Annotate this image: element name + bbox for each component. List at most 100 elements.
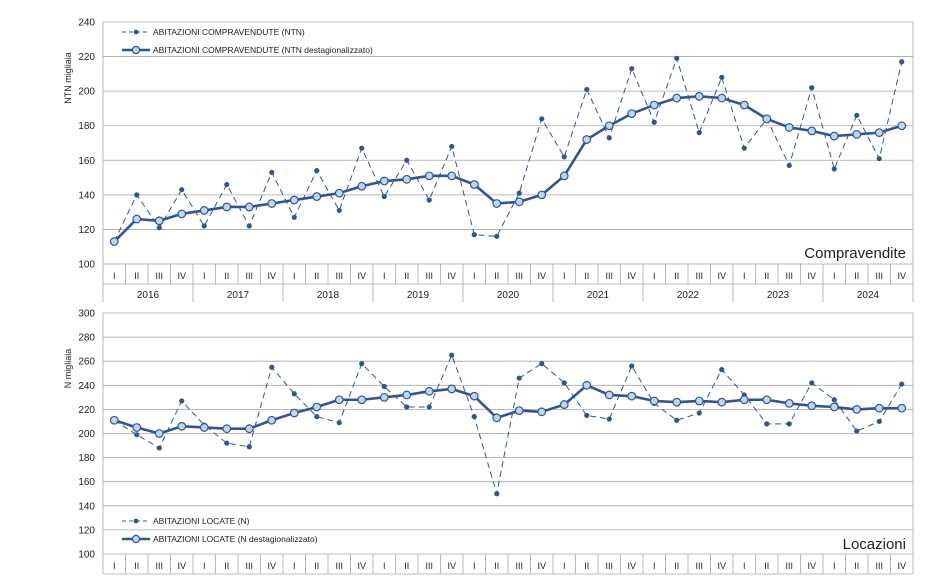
panel1-quarter-label: IV [447, 271, 456, 281]
panel2-adjusted-point [267, 415, 277, 425]
panel2-quarter-label: II [224, 561, 229, 571]
panel1-year-label: 2022 [677, 290, 700, 301]
panel1-year-label: 2016 [137, 290, 160, 301]
panel1-quarter-label: I [653, 271, 656, 281]
panel1-raw-point [269, 169, 275, 175]
panel1-quarter-label: III [425, 271, 433, 281]
panel2-quarter-label: IV [447, 561, 456, 571]
panel2-adjusted-point [289, 408, 299, 418]
panel2-quarter-label: III [515, 561, 523, 571]
panel2-quarter-label: I [833, 561, 836, 571]
panel2-adjusted-point [312, 402, 322, 412]
panel2-adjusted-point [402, 390, 412, 400]
panel1-adjusted-point [469, 180, 479, 189]
panel1-quarter-label: II [494, 271, 499, 281]
panel2-raw-point [696, 410, 702, 416]
panel2-raw-point [719, 367, 725, 373]
panel1-adjusted-point [829, 131, 839, 141]
panel1-raw-point [381, 193, 387, 200]
panel1-quarter-label: IV [717, 271, 726, 281]
panel1-raw-point [359, 145, 365, 151]
panel1-y-tick-label: 180 [78, 121, 95, 132]
panel1-raw-point [224, 181, 230, 188]
panel1-raw-point [156, 225, 162, 231]
panel1-adjusted-point [222, 202, 232, 212]
panel2-legend-label: ABITAZIONI LOCATE (N) [153, 516, 250, 526]
panel2-raw-point [561, 380, 567, 386]
panel1-quarter-label: II [134, 271, 139, 281]
panel1-raw-point [831, 166, 837, 172]
panel2-y-tick-label: 180 [78, 453, 95, 464]
panel2-quarter-label: I [203, 561, 206, 571]
panel1-adjusted-point [289, 195, 299, 205]
panel1-series-raw-line [113, 57, 903, 242]
panel2-legend-swatch-marker [133, 518, 139, 524]
panel1-legend-label: ABITAZIONI COMPRAVENDUTE (NTN destagiona… [153, 45, 373, 55]
panel2-quarter-label: I [293, 561, 296, 571]
panel1-quarter-label: I [473, 271, 476, 281]
panel2-y-tick-label: 240 [78, 381, 95, 392]
panel2-y-tick-label: 200 [78, 429, 95, 440]
panel1-quarter-label: III [605, 271, 613, 281]
panel1-adjusted-point [582, 135, 592, 144]
panel2-adjusted-point [177, 421, 187, 431]
panel1-year-label: 2021 [587, 290, 610, 301]
panel1-legend-swatch-marker [133, 29, 139, 35]
panel1-year-label: 2020 [497, 290, 520, 301]
panel2-raw-point [269, 364, 275, 370]
panel1-adjusted-point [177, 209, 187, 219]
panel1-quarter-label: IV [177, 271, 186, 281]
panel2-adjusted-point [447, 384, 457, 394]
panel2-quarter-label: I [473, 561, 476, 571]
panel2-quarter-label: III [785, 561, 793, 571]
panel2-raw-point [516, 375, 522, 381]
panel1-adjusted-point [199, 206, 209, 215]
panel1-quarter-label: III [695, 271, 703, 281]
panel2-adjusted-point [199, 423, 209, 432]
panel1-raw-point [494, 233, 500, 239]
panel1-adjusted-point [784, 123, 794, 132]
panel2-quarter-label: IV [807, 561, 816, 571]
panel2-adjusted-point [222, 424, 232, 434]
panel2-quarter-label: II [674, 561, 679, 571]
panel2-legend-swatch-marker [131, 534, 141, 544]
panel1-y-tick-label: 140 [78, 190, 95, 201]
panel1-adjusted-point [244, 202, 254, 212]
panel1-adjusted-point [379, 176, 389, 186]
panel1-raw-point [426, 197, 432, 203]
panel1-adjusted-point [154, 216, 164, 226]
panel2-y-tick-label: 300 [78, 309, 95, 320]
panel1-raw-point [899, 59, 905, 65]
panel2-raw-point [764, 421, 770, 427]
panel2-raw-point [359, 361, 365, 367]
panel1-quarter-label: IV [357, 271, 366, 281]
panel1-raw-point [741, 145, 747, 151]
panel2-raw-point [854, 428, 860, 434]
panel2-y-tick-label: 280 [78, 333, 95, 344]
panel2-raw-point [134, 432, 140, 438]
panel1-quarter-label: II [584, 271, 589, 281]
panel1-adjusted-point [627, 109, 637, 119]
panel1-quarter-label: II [764, 271, 769, 281]
panel1-quarter-label: III [785, 271, 793, 281]
panel2-quarter-label: II [584, 561, 589, 571]
panel2-adjusted-point [672, 397, 682, 407]
panel2-quarter-label: I [113, 561, 116, 571]
panel2-raw-point [584, 412, 590, 419]
panel1-quarter-label: I [563, 271, 566, 281]
panel2-quarter-label: II [134, 561, 139, 571]
panel1-year-label: 2024 [857, 290, 880, 301]
panel1-year-label: 2018 [317, 290, 340, 301]
panel1-adjusted-point [739, 100, 749, 110]
panel2-adjusted-point [514, 406, 524, 416]
panel1-raw-point [539, 116, 545, 122]
panel2-adjusted-point [334, 395, 344, 405]
panel2-quarter-label: III [335, 561, 343, 571]
panel1-raw-point [561, 154, 567, 160]
panel1-quarter-label: I [203, 271, 206, 281]
panel1-raw-point [291, 214, 297, 220]
panel1-year-label: 2023 [767, 290, 790, 301]
panel2-quarter-label: IV [177, 561, 186, 571]
panel2-raw-point [426, 404, 432, 410]
